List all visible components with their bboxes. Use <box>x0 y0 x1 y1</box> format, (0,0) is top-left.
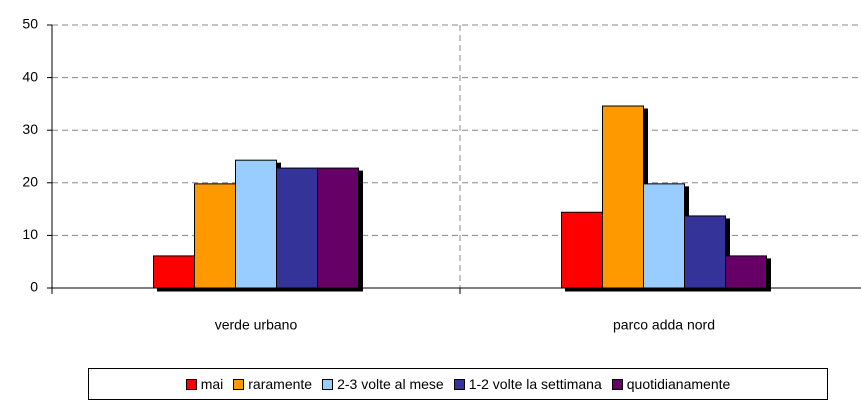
legend-swatch <box>453 378 465 390</box>
bar <box>643 183 685 289</box>
y-tick-label: 10 <box>22 226 38 242</box>
legend-label: 1-2 volte la settimana <box>468 376 602 392</box>
legend-label: quotidianamente <box>626 376 731 392</box>
bar <box>602 105 644 289</box>
legend-label: mai <box>200 376 224 392</box>
legend-swatch <box>233 378 245 390</box>
legend-swatch <box>611 378 623 390</box>
bar <box>725 255 767 289</box>
x-tick-label: verde urbano <box>215 317 298 333</box>
bar <box>276 167 318 289</box>
bar <box>317 167 359 289</box>
bar <box>235 159 277 289</box>
y-tick-label: 50 <box>22 16 38 32</box>
y-tick-label: 40 <box>22 68 38 84</box>
x-tick-label: parco adda nord <box>613 317 715 333</box>
legend-item: mai <box>185 376 224 392</box>
bar <box>194 183 236 289</box>
legend-label: 2-3 volte al mese <box>337 376 444 392</box>
bar <box>153 255 195 289</box>
bar <box>684 215 726 289</box>
legend-swatch <box>322 378 334 390</box>
legend-label: raramente <box>248 376 313 392</box>
legend-item: 2-3 volte al mese <box>322 376 444 392</box>
y-tick-label: 20 <box>22 174 38 190</box>
y-tick-label: 30 <box>22 121 38 137</box>
legend-item: 1-2 volte la settimana <box>453 376 602 392</box>
bar <box>561 211 603 289</box>
legend-item: raramente <box>233 376 312 392</box>
legend-swatch <box>185 378 197 390</box>
y-tick-label: 0 <box>30 279 38 295</box>
legend: mai raramente 2-3 volte al mese 1-2 volte l… <box>88 368 828 400</box>
legend-item: quotidianamente <box>611 376 731 392</box>
